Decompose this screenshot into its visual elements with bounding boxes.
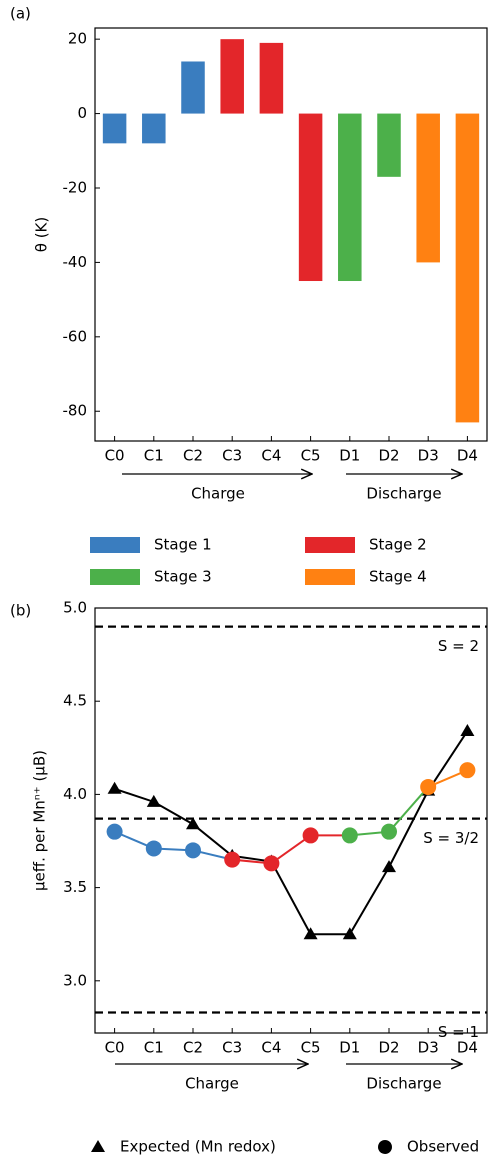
marker <box>106 823 123 840</box>
panel-label: (b) <box>10 602 31 620</box>
x-tick-label: D3 <box>418 447 439 465</box>
bar <box>102 113 127 144</box>
x-tick-label: C5 <box>301 1039 321 1057</box>
marker <box>381 823 397 840</box>
y-tick-label: 0 <box>77 104 87 122</box>
x-tick-label: D4 <box>457 1039 478 1057</box>
group-label: Discharge <box>366 485 441 503</box>
x-tick-label: C4 <box>261 1039 281 1057</box>
x-tick-label: C1 <box>144 447 164 465</box>
marker <box>420 778 437 795</box>
y-tick-label: 4.0 <box>63 785 87 803</box>
series-line <box>114 730 469 936</box>
bar <box>259 42 284 114</box>
marker <box>186 817 200 830</box>
x-tick-label: D2 <box>378 447 399 465</box>
x-tick-label: C0 <box>105 1039 125 1057</box>
marker <box>145 840 162 857</box>
line-segment <box>388 786 429 833</box>
plot-frame <box>94 27 488 442</box>
x-tick-label: D3 <box>418 1039 439 1057</box>
panel-label: (a) <box>10 5 31 23</box>
legend-swatch <box>305 537 355 553</box>
legend-label: Expected (Mn redox) <box>120 1138 276 1156</box>
reference-label: S = 2 <box>438 637 479 655</box>
legend-swatch <box>305 569 355 585</box>
bar <box>416 113 440 263</box>
marker <box>302 827 319 844</box>
group-label: Charge <box>185 1075 239 1093</box>
y-tick-label: -60 <box>63 327 88 345</box>
legend-marker <box>378 1140 392 1154</box>
y-tick-label: -20 <box>63 178 88 196</box>
marker <box>460 724 475 737</box>
plot-frame <box>94 607 488 1034</box>
x-tick-label: C1 <box>144 1039 164 1057</box>
x-tick-label: C3 <box>222 447 242 465</box>
y-tick-label: 3.0 <box>63 971 87 989</box>
x-tick-label: D4 <box>457 447 478 465</box>
bar <box>338 113 362 282</box>
bar <box>298 113 323 282</box>
y-tick-label: 5.0 <box>63 599 87 617</box>
marker <box>341 827 358 844</box>
group-label: Discharge <box>366 1075 441 1093</box>
legend-label: Stage 3 <box>154 568 212 586</box>
y-axis-label: θ (K) <box>33 217 51 253</box>
legend-label: Stage 4 <box>369 568 427 586</box>
group-label: Charge <box>191 485 245 503</box>
marker <box>263 855 280 872</box>
bar <box>455 113 480 423</box>
reference-label: S = 3/2 <box>423 829 479 847</box>
legend-swatch <box>90 569 140 585</box>
bar <box>220 39 244 114</box>
marker <box>342 927 357 940</box>
bar <box>142 113 166 144</box>
reference-label: S = 1 <box>438 1023 479 1041</box>
y-tick-label: 3.5 <box>63 878 87 896</box>
y-axis-label: μeff. per Mnⁿ⁺ (μB) <box>31 750 49 891</box>
y-tick-label: -40 <box>63 253 88 271</box>
legend-label: Stage 2 <box>369 536 427 554</box>
x-tick-label: C5 <box>301 447 321 465</box>
marker <box>185 842 201 859</box>
bar <box>377 113 401 177</box>
y-tick-label: 4.5 <box>63 692 87 710</box>
x-tick-label: C2 <box>183 447 203 465</box>
marker <box>146 794 161 807</box>
legend-swatch <box>90 537 140 553</box>
y-tick-label: -80 <box>63 402 88 420</box>
legend-label: Stage 1 <box>154 536 212 554</box>
marker <box>459 762 476 779</box>
x-tick-label: C0 <box>105 447 125 465</box>
marker <box>303 927 318 940</box>
x-tick-label: C3 <box>222 1039 242 1057</box>
y-tick-label: 20 <box>68 30 87 48</box>
x-tick-label: D2 <box>378 1039 399 1057</box>
bar <box>181 61 205 114</box>
x-tick-label: D1 <box>339 447 360 465</box>
line-segment <box>270 834 312 865</box>
legend-marker <box>91 1140 105 1152</box>
x-tick-label: D1 <box>339 1039 360 1057</box>
legend-label: Observed <box>407 1138 479 1156</box>
x-tick-label: C2 <box>183 1039 203 1057</box>
x-tick-label: C4 <box>261 447 281 465</box>
marker <box>382 860 396 873</box>
marker <box>107 781 122 794</box>
marker <box>224 851 241 868</box>
